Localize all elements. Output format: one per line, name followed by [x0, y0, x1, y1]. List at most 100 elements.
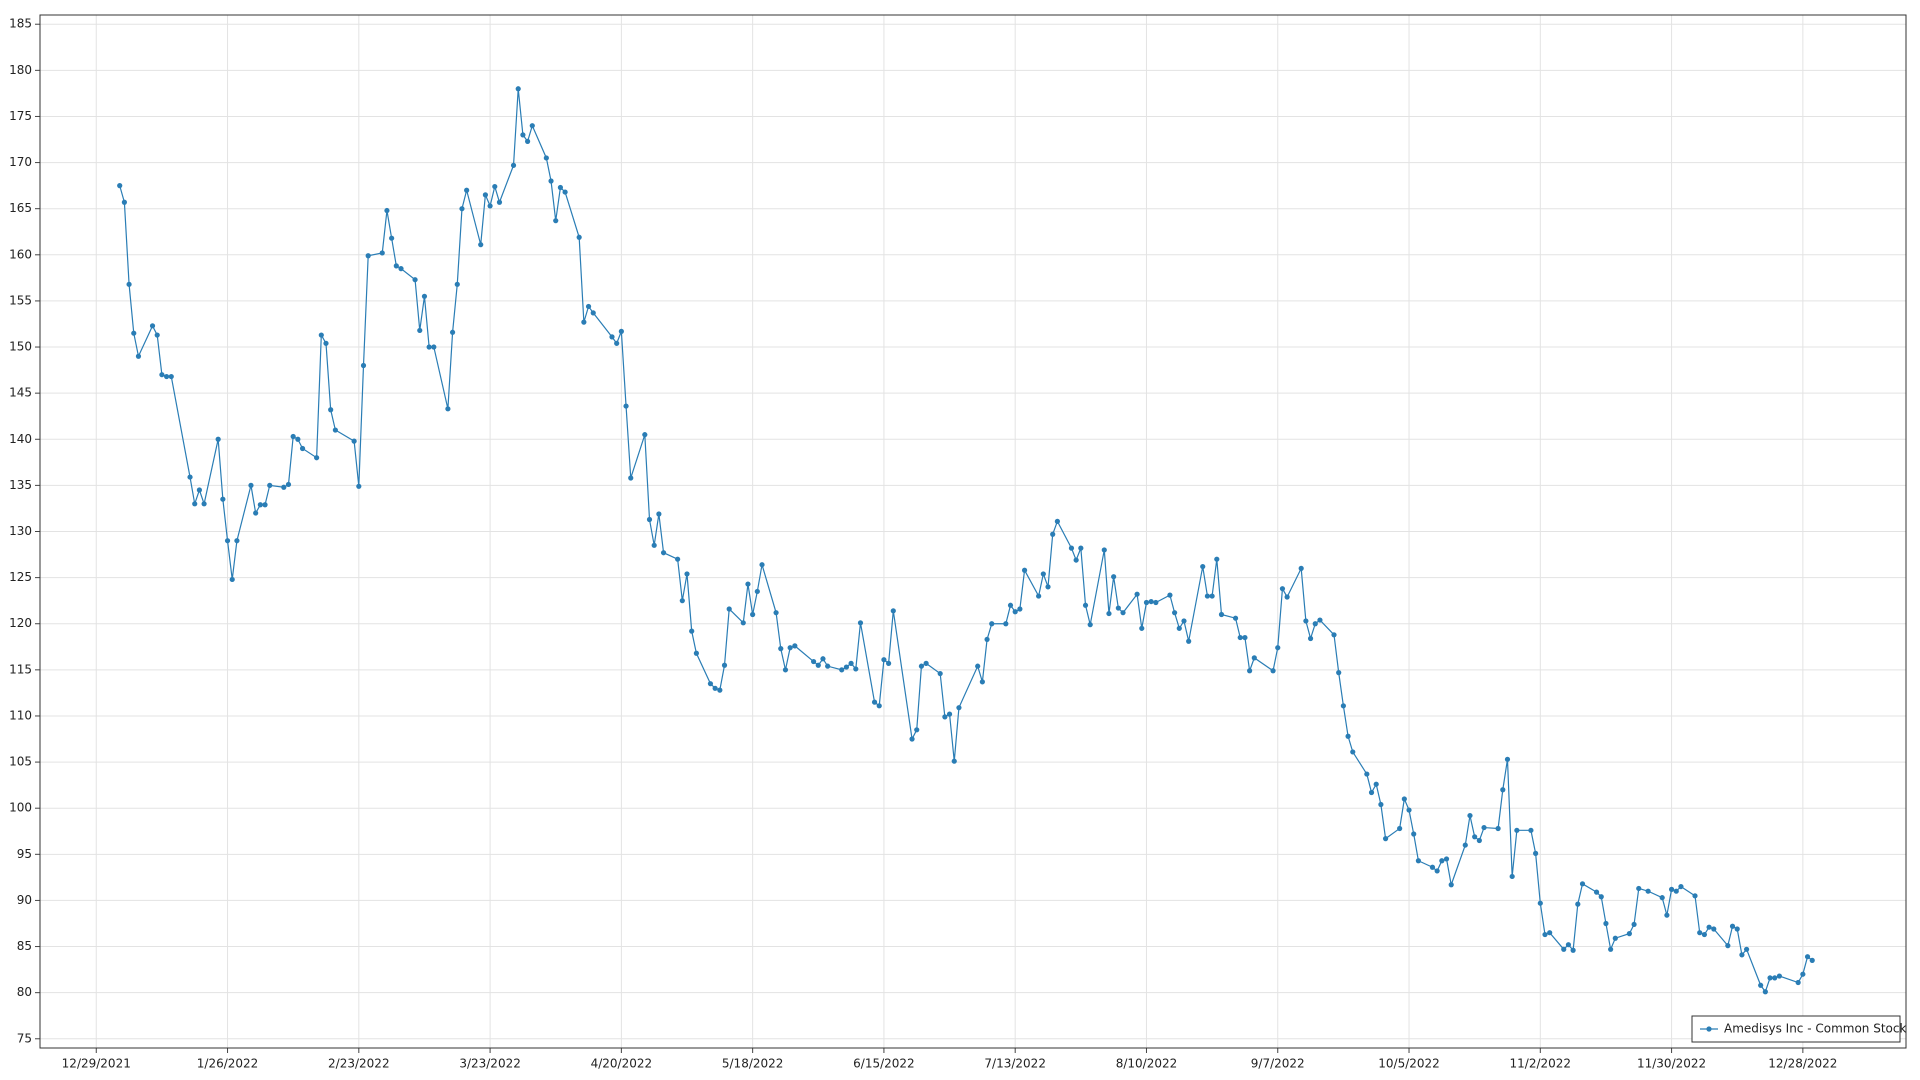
data-point [1082, 602, 1089, 608]
data-point [445, 406, 451, 412]
data-point [1603, 920, 1609, 927]
data-point [1312, 621, 1318, 627]
data-point [956, 705, 962, 711]
data-point [1284, 594, 1290, 600]
data-point [1270, 668, 1276, 674]
data-point [576, 234, 582, 240]
data-point [881, 657, 887, 663]
data-point [679, 598, 685, 604]
y-tick-label: 170 [9, 155, 32, 169]
x-tick-label: 3/23/2022 [459, 1057, 521, 1071]
data-point [754, 588, 760, 595]
data-point [168, 373, 174, 380]
data-point [1303, 618, 1309, 624]
data-point [825, 663, 831, 669]
data-point [1017, 606, 1023, 612]
data-point [510, 162, 517, 168]
data-point [360, 362, 367, 369]
data-point [1631, 921, 1637, 928]
data-point [520, 132, 526, 138]
data-point [482, 192, 489, 198]
data-point [853, 666, 859, 672]
data-point [951, 758, 957, 764]
data-point [1111, 574, 1117, 580]
x-tick-label: 1/26/2022 [197, 1057, 259, 1071]
legend-label: Amedisys Inc - Common Stock [1724, 1022, 1906, 1036]
data-point [351, 438, 357, 444]
data-point [524, 138, 531, 144]
data-point [299, 445, 306, 452]
data-point [365, 253, 371, 259]
data-point [1401, 796, 1407, 802]
data-point [1800, 971, 1806, 977]
data-point [1500, 787, 1506, 793]
data-point [618, 328, 624, 334]
data-point [1481, 824, 1487, 831]
data-point [464, 187, 470, 193]
data-point [721, 662, 728, 668]
data-point [1382, 836, 1389, 842]
data-point [1368, 789, 1375, 796]
data-point [163, 373, 170, 380]
data-point [815, 662, 821, 668]
data-point [426, 344, 432, 350]
data-point [810, 658, 817, 665]
data-point [1547, 930, 1553, 936]
data-point [389, 235, 395, 241]
data-point [1345, 733, 1351, 739]
data-point [937, 670, 943, 677]
y-tick-label: 95 [17, 847, 32, 861]
data-point [684, 571, 690, 577]
data-point [1434, 868, 1440, 874]
data-point [117, 183, 123, 189]
data-point [740, 620, 746, 626]
data-point [646, 516, 653, 523]
data-point [942, 714, 948, 720]
data-point [843, 664, 850, 670]
data-point [356, 483, 362, 489]
data-point [398, 266, 404, 272]
data-point [154, 332, 160, 338]
data-point [1668, 886, 1675, 892]
legend-marker [1706, 1026, 1712, 1032]
data-point [1711, 926, 1717, 932]
y-tick-label: 140 [9, 432, 32, 446]
data-point [1692, 893, 1698, 899]
data-point [1734, 926, 1740, 932]
data-point [886, 660, 892, 666]
data-point [1012, 609, 1018, 615]
data-point [787, 645, 793, 651]
data-point [290, 433, 296, 440]
data-point [656, 511, 662, 517]
data-point [135, 353, 142, 359]
data-point [1218, 611, 1225, 618]
data-point [196, 487, 203, 493]
data-point [1232, 615, 1239, 621]
data-point [1331, 632, 1337, 638]
data-point [918, 663, 925, 669]
y-tick-label: 125 [9, 570, 32, 584]
data-point [1406, 807, 1412, 813]
y-tick-label: 165 [9, 201, 32, 215]
y-tick-label: 90 [17, 893, 32, 907]
data-point [1561, 946, 1567, 952]
data-point [693, 650, 699, 656]
data-point [839, 667, 845, 673]
data-point [253, 510, 259, 516]
data-point [1068, 545, 1075, 551]
data-point [1101, 547, 1107, 553]
data-point [773, 610, 779, 616]
data-point [1762, 989, 1768, 995]
data-point [496, 199, 503, 205]
legend: Amedisys Inc - Common Stock [1691, 1015, 1906, 1043]
data-point [1411, 831, 1417, 837]
data-point [1251, 655, 1257, 661]
data-point [1148, 598, 1154, 605]
data-point [248, 482, 254, 488]
data-point [1636, 885, 1642, 892]
data-point [1598, 894, 1604, 900]
data-point [1364, 771, 1370, 777]
data-point [1139, 625, 1145, 631]
data-point [543, 155, 549, 161]
